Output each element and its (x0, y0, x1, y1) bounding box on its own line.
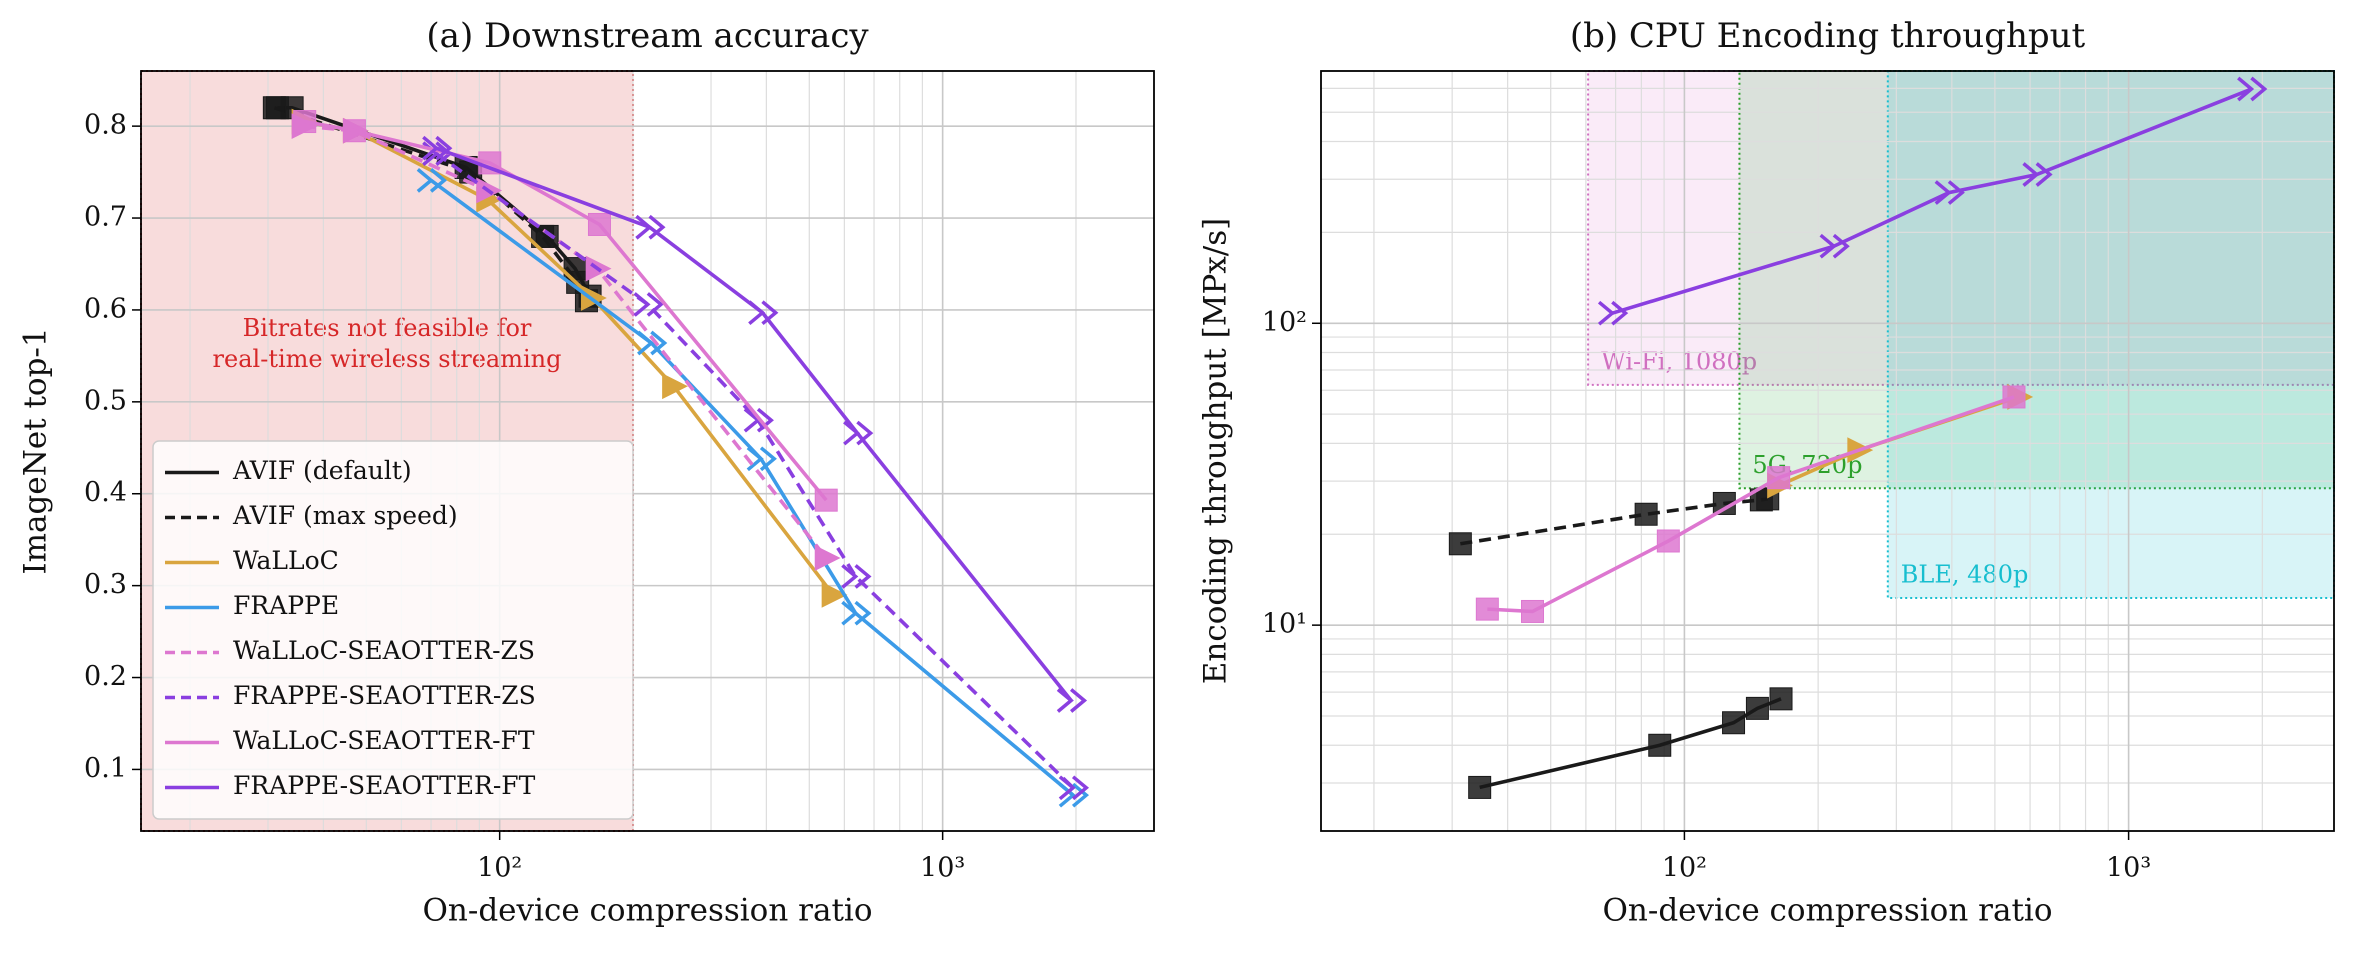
marker (416, 168, 447, 193)
y-tick-label: 0.8 (84, 110, 127, 141)
marker (1769, 687, 1793, 711)
y-tick-label: 0.1 (84, 753, 127, 784)
marker (841, 600, 872, 626)
legend-label: AVIF (max speed) (232, 501, 458, 530)
marker (2022, 162, 2053, 187)
y-axis-label: ImageNet top-1 (18, 327, 54, 574)
legend-label: WaLLoC-SEAOTTER-ZS (233, 636, 535, 665)
marker (841, 564, 872, 589)
marker (1767, 466, 1791, 490)
y-axis-label: Encoding throughput [MPx/s] (1198, 218, 1234, 684)
legend-box (152, 440, 634, 820)
marker (1448, 532, 1472, 556)
marker (637, 330, 668, 356)
marker (1468, 775, 1492, 799)
region-label: Wi-Fi, 1080p (1601, 347, 1757, 375)
marker (262, 96, 286, 120)
marker (746, 446, 777, 472)
y-tick-label: 0.6 (84, 293, 127, 324)
y-tick-label: 10¹ (1262, 609, 1307, 640)
chart-title: (b) CPU Encoding throughput (1570, 16, 2086, 56)
marker (633, 292, 664, 317)
marker (1819, 233, 1850, 259)
region-label: BLE, 480p (1901, 561, 2029, 589)
x-tick-label: 10² (477, 853, 522, 884)
marker (2002, 385, 2026, 409)
marker (662, 373, 688, 400)
plot-frame (140, 70, 1155, 832)
marker (743, 407, 774, 433)
region-label: real-time wireless streaming (213, 345, 562, 373)
shaded-region (1886, 70, 2335, 600)
shaded-region (1587, 70, 2335, 386)
x-axis-label: On-device compression ratio (422, 893, 872, 929)
y-tick-label: 0.3 (84, 569, 127, 600)
marker (1521, 599, 1545, 623)
x-axis-label: On-device compression ratio (1602, 893, 2052, 929)
marker (1475, 597, 1499, 621)
marker (1056, 688, 1088, 713)
legend-label: WaLLoC (233, 546, 339, 575)
marker (2237, 76, 2268, 102)
y-tick-label: 0.7 (84, 202, 127, 233)
legend-label: WaLLoC-SEAOTTER-FT (233, 726, 535, 755)
legend-label: FRAPPE (233, 591, 339, 620)
marker (580, 285, 607, 311)
panel: Bitrates not feasible for real-time wirel… (18, 16, 1155, 929)
marker (814, 545, 841, 571)
marker (1722, 711, 1746, 735)
marker (1058, 775, 1090, 801)
marker (1648, 733, 1672, 757)
region-label: Bitrates not feasible for (243, 314, 532, 342)
marker (814, 488, 838, 512)
y-tick-label: 0.5 (84, 385, 127, 416)
marker (1934, 180, 1965, 205)
marker (1597, 300, 1629, 326)
x-tick-label: 10³ (920, 853, 965, 884)
legend-label: FRAPPE-SEAOTTER-ZS (233, 681, 536, 710)
x-tick-label: 10³ (2106, 853, 2151, 884)
marker (1656, 529, 1680, 553)
marker (821, 581, 848, 608)
legend-label: AVIF (default) (232, 456, 412, 485)
marker (748, 300, 779, 326)
marker (635, 214, 666, 240)
marker (843, 420, 874, 446)
plot-frame (1320, 70, 2335, 832)
legend-label: FRAPPE-SEAOTTER-FT (233, 771, 536, 800)
y-tick-label: 10² (1262, 307, 1307, 338)
marker (1745, 696, 1769, 720)
x-tick-label: 10² (1662, 853, 1707, 884)
marker (422, 135, 453, 161)
marker (342, 119, 366, 143)
marker (293, 110, 317, 134)
chart-title: (a) Downstream accuracy (426, 16, 869, 56)
marker (1634, 502, 1658, 526)
y-tick-label: 0.4 (84, 477, 127, 508)
marker (1058, 782, 1090, 808)
y-tick-label: 0.2 (84, 661, 127, 692)
marker (587, 212, 611, 236)
shaded-region (1738, 70, 2335, 490)
